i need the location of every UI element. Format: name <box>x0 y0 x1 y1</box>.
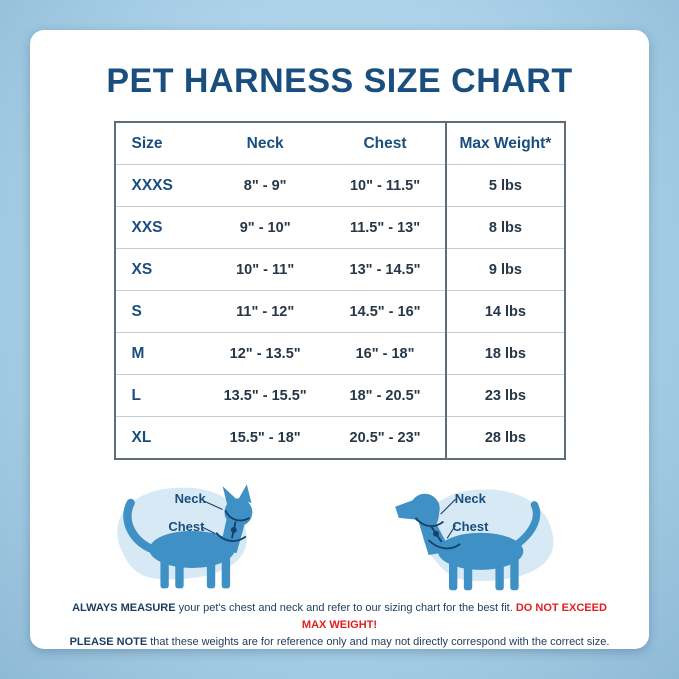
column-header-neck: Neck <box>246 134 284 152</box>
cell-max-weight: 18 lbs <box>445 332 565 375</box>
dog-illustration: Neck Chest <box>372 464 604 594</box>
cell-neck: 9" - 10" <box>239 219 291 236</box>
neck-label: Neck <box>454 491 486 506</box>
cell-neck: 11" - 12" <box>236 303 295 320</box>
table-row: L 13.5" - 15.5" 18" - 20.5" 23 lbs <box>114 374 565 417</box>
size-chart-table: Size Neck Chest Max Weight* XXXS 8" - 9"… <box>113 121 566 460</box>
cell-neck: 10" - 11" <box>236 261 295 278</box>
dog-harness-straps <box>414 498 461 550</box>
chest-label: Chest <box>168 519 205 534</box>
cell-size: XL <box>131 428 152 446</box>
cell-size: M <box>131 344 145 362</box>
cell-max-weight: 5 lbs <box>445 164 565 207</box>
cell-size: S <box>131 302 142 320</box>
footer-always-measure: ALWAYS MEASURE <box>72 602 176 614</box>
table-row: M 12" - 13.5" 16" - 18" 18 lbs <box>114 332 565 375</box>
cell-chest: 18" - 20.5" <box>349 387 421 404</box>
cell-chest: 20.5" - 23" <box>349 429 421 446</box>
footer-line-1: ALWAYS MEASURE your pet's chest and neck… <box>64 600 615 634</box>
cell-chest: 16" - 18" <box>355 345 415 362</box>
column-header-max-weight: Max Weight* <box>445 122 565 165</box>
measurement-illustrations: Neck Chest <box>30 464 649 594</box>
cell-size: L <box>131 386 141 404</box>
footer-line-2: PLEASE NOTE that these weights are for r… <box>64 634 615 649</box>
cell-max-weight: 28 lbs <box>445 416 565 459</box>
cell-neck: 8" - 9" <box>243 177 287 194</box>
table-row: S 11" - 12" 14.5" - 16" 14 lbs <box>114 290 565 333</box>
cell-size: XXXS <box>131 176 173 194</box>
table-row: XS 10" - 11" 13" - 14.5" 9 lbs <box>114 248 565 291</box>
cell-max-weight: 14 lbs <box>445 290 565 333</box>
cell-size: XXS <box>131 218 163 236</box>
cell-max-weight: 9 lbs <box>445 248 565 291</box>
size-chart-card: PET HARNESS SIZE CHART Size Neck Chest M… <box>30 30 649 649</box>
neck-label: Neck <box>174 491 206 506</box>
table-row: XXXS 8" - 9" 10" - 11.5" 5 lbs <box>114 164 565 207</box>
cell-chest: 10" - 11.5" <box>349 177 421 194</box>
cell-neck: 12" - 13.5" <box>229 345 301 362</box>
footer-line2-text: that these weights are for reference onl… <box>147 636 610 649</box>
cell-chest: 13" - 14.5" <box>349 261 421 278</box>
table-row: XL 15.5" - 18" 20.5" - 23" 28 lbs <box>114 416 565 459</box>
chest-label: Chest <box>452 519 489 534</box>
cell-max-weight: 8 lbs <box>445 206 565 249</box>
table-row: XXS 9" - 10" 11.5" - 13" 8 lbs <box>114 206 565 249</box>
footer-line1-text: your pet's chest and neck and refer to o… <box>175 602 516 614</box>
footer-please-note: PLEASE NOTE <box>69 636 148 649</box>
page-title: PET HARNESS SIZE CHART <box>106 62 573 100</box>
dog-harness-diagram: Neck Chest <box>394 489 553 591</box>
column-header-size: Size <box>131 134 163 152</box>
cell-neck: 15.5" - 18" <box>229 429 301 446</box>
cat-illustration: Neck Chest <box>76 464 308 594</box>
column-header-chest: Chest <box>363 134 407 152</box>
table-header-row: Size Neck Chest Max Weight* <box>114 122 565 165</box>
cell-chest: 11.5" - 13" <box>349 219 421 236</box>
cat-harness-diagram: Neck Chest <box>116 484 252 589</box>
cat-harness-straps <box>201 500 250 542</box>
cell-size: XS <box>131 260 153 278</box>
cell-chest: 14.5" - 16" <box>349 303 421 320</box>
footer-max-weight-warning: DO NOT EXCEED MAX WEIGHT! <box>301 602 607 632</box>
cell-neck: 13.5" - 15.5" <box>223 387 307 404</box>
footer-note: ALWAYS MEASURE your pet's chest and neck… <box>30 600 649 649</box>
cell-max-weight: 23 lbs <box>445 374 565 417</box>
